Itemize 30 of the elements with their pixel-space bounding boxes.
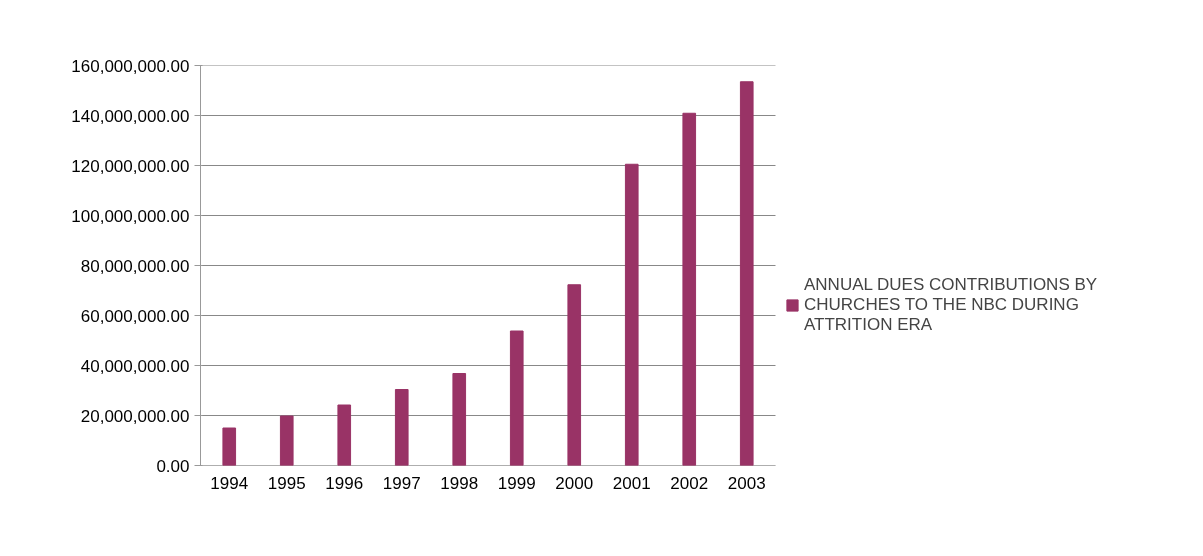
y-tick-label: 80,000,000.00 <box>80 256 190 276</box>
x-tick-label: 1999 <box>497 473 536 493</box>
bar <box>509 330 524 466</box>
x-tick-label: 1996 <box>325 473 364 493</box>
x-tick-label: 2002 <box>670 473 709 493</box>
bar <box>337 404 352 466</box>
bar <box>682 112 697 466</box>
bar <box>222 427 237 466</box>
bar <box>394 389 409 466</box>
bar <box>279 415 294 466</box>
y-tick-label: 60,000,000.00 <box>80 306 190 326</box>
y-tick-label: 40,000,000.00 <box>80 356 190 376</box>
legend-label: ANNUAL DUES CONTRIBUTIONS BY CHURCHES TO THE NBC DURING ATTRITION ERA <box>804 275 1098 335</box>
y-tick-label: 100,000,000.00 <box>71 206 190 226</box>
y-tick-label: 140,000,000.00 <box>71 106 190 126</box>
bar <box>739 81 754 466</box>
bar <box>567 284 582 466</box>
x-tick-label: 2001 <box>612 473 651 493</box>
x-tick-label: 2003 <box>727 473 766 493</box>
y-tick-label: 0.00 <box>156 456 190 476</box>
y-tick-label: 120,000,000.00 <box>71 156 190 176</box>
x-tick-label: 1995 <box>267 473 306 493</box>
x-tick-label: 1998 <box>440 473 479 493</box>
y-tick-label: 20,000,000.00 <box>80 406 190 426</box>
bar <box>452 373 467 466</box>
x-tick-label: 1994 <box>210 473 249 493</box>
x-tick-label: 2000 <box>555 473 594 493</box>
x-tick-label: 1997 <box>382 473 421 493</box>
bar <box>624 163 639 466</box>
y-tick-label: 160,000,000.00 <box>71 56 190 76</box>
